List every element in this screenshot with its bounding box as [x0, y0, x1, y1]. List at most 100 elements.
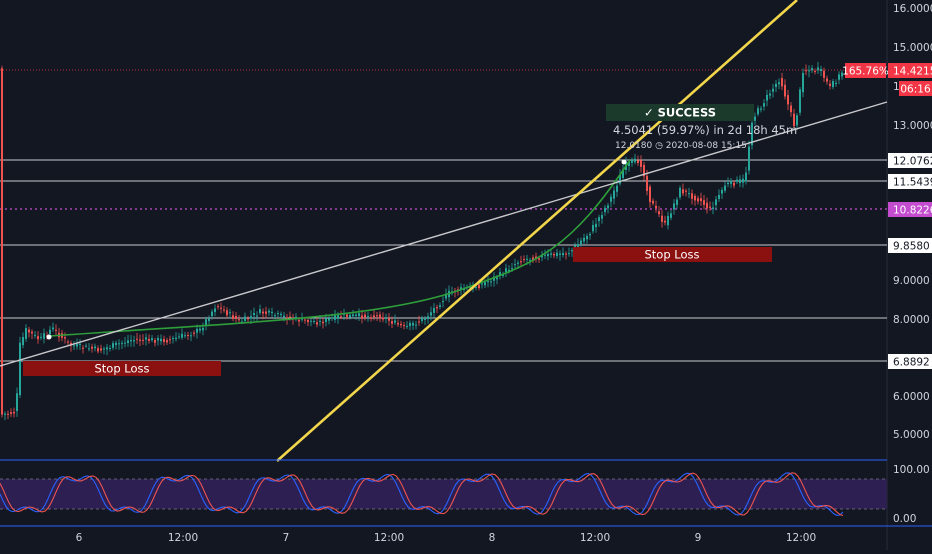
- candle-body: [634, 158, 636, 163]
- candle-body: [706, 202, 708, 209]
- candle-body: [157, 338, 159, 341]
- candle-body: [55, 329, 57, 331]
- candlestick-series: [1, 61, 843, 421]
- candle-body: [739, 179, 741, 184]
- candle-body: [778, 82, 780, 85]
- candle-body: [274, 315, 276, 317]
- candle-body: [415, 324, 417, 326]
- candle-body: [841, 72, 843, 77]
- candle-body: [445, 293, 447, 299]
- grey-trend-line[interactable]: [0, 101, 888, 367]
- candle-body: [829, 83, 831, 86]
- candle-body: [643, 165, 645, 177]
- candle-body: [571, 250, 573, 252]
- candle-body: [94, 346, 96, 349]
- candle-body: [544, 254, 546, 256]
- oscillator-band: [0, 479, 887, 509]
- candle-body: [661, 215, 663, 222]
- candle-body: [391, 321, 393, 324]
- parabolic-curve[interactable]: [49, 159, 631, 337]
- candle-body: [553, 253, 555, 256]
- candle-body: [502, 274, 504, 276]
- candle-body: [43, 333, 45, 339]
- candle-body: [499, 272, 501, 277]
- candle-body: [604, 207, 606, 212]
- candle-body: [598, 217, 600, 222]
- candle-body: [103, 348, 105, 350]
- candle-body: [751, 122, 753, 146]
- price-axis[interactable]: 16.0000 15.0000 14 13.0000 9.0000 8.0000…: [893, 3, 932, 441]
- candle-body: [67, 341, 69, 343]
- candle-body: [313, 320, 315, 322]
- candle-body: [211, 311, 213, 317]
- candle-body: [691, 193, 693, 199]
- candle-body: [685, 190, 687, 192]
- success-badge[interactable]: [606, 104, 754, 121]
- oscillator-pane[interactable]: [0, 459, 932, 527]
- candle-body: [100, 348, 102, 351]
- candle-body: [4, 413, 6, 415]
- candle-body: [508, 269, 510, 272]
- candle-body: [388, 318, 390, 321]
- candle-body: [622, 169, 624, 178]
- stop-loss-label-left: Stop Loss: [94, 362, 149, 376]
- candle-body: [550, 253, 552, 255]
- candle-body: [106, 347, 108, 350]
- level-label-6-8892: 6.8892: [893, 357, 930, 369]
- candle-body: [433, 308, 435, 313]
- stop-loss-box-right[interactable]: [573, 247, 772, 262]
- candle-body: [664, 220, 666, 223]
- oscillator-axis: 100.00 0.00: [893, 464, 930, 525]
- candle-body: [754, 116, 756, 121]
- candle-body: [352, 314, 354, 317]
- candle-body: [712, 207, 714, 210]
- candle-body: [568, 253, 570, 255]
- candle-body: [736, 179, 738, 182]
- time-label-9: 9: [695, 532, 702, 544]
- price-tick-5: 5.0000: [893, 429, 930, 441]
- candle-body: [493, 276, 495, 281]
- candle-body: [820, 68, 822, 71]
- price-tick-8: 8.0000: [893, 314, 930, 326]
- current-price-badges: 165.76% 14.4215 06:16: [842, 63, 932, 96]
- candle-body: [49, 329, 51, 335]
- candle-body: [130, 339, 132, 342]
- candle-body: [586, 235, 588, 240]
- candle-body: [181, 333, 183, 338]
- candle-body: [31, 331, 33, 334]
- stop-loss-box-left[interactable]: [23, 361, 221, 376]
- time-label-6: 6: [76, 532, 83, 544]
- candle-body: [13, 411, 15, 414]
- candle-body: [238, 319, 240, 321]
- candle-body: [565, 253, 567, 255]
- candle-body: [673, 203, 675, 210]
- time-label-1200-a: 12:00: [168, 532, 198, 544]
- candle-body: [631, 160, 633, 163]
- candle-body: [835, 82, 837, 85]
- candle-body: [178, 336, 180, 338]
- candle-body: [607, 205, 609, 209]
- candle-body: [166, 340, 168, 343]
- candle-body: [667, 215, 669, 226]
- candle-body: [769, 93, 771, 96]
- oscillator-k-line: [0, 472, 844, 516]
- candle-body: [88, 348, 90, 350]
- candle-body: [241, 321, 243, 323]
- candle-body: [637, 160, 639, 163]
- price-tick-15: 15.0000: [893, 42, 932, 54]
- candle-body: [142, 339, 144, 341]
- candle-body: [424, 318, 426, 320]
- candle-body: [256, 315, 258, 317]
- time-axis[interactable]: 6 12:00 7 12:00 8 12:00 9 12:00: [76, 532, 816, 544]
- candle-body: [79, 343, 81, 346]
- candle-body: [382, 317, 384, 320]
- candle-body: [601, 215, 603, 219]
- candle-body: [247, 318, 249, 320]
- yellow-trend-line[interactable]: [276, 0, 798, 462]
- candle-body: [700, 198, 702, 202]
- candle-body: [364, 314, 366, 318]
- candle-body: [223, 309, 225, 311]
- candle-body: [199, 328, 201, 331]
